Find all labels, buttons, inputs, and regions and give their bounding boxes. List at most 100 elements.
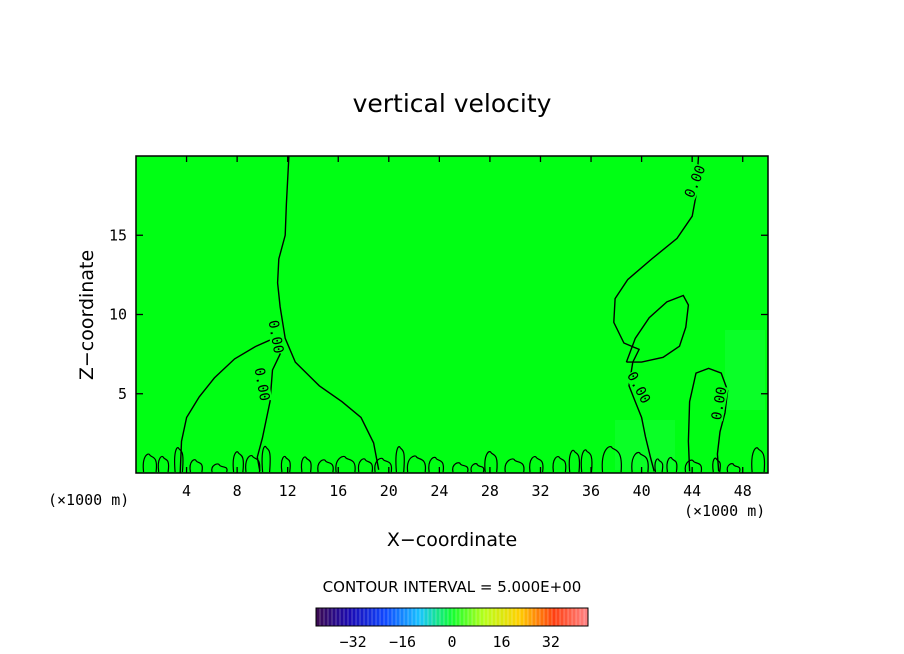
contour-label-bg xyxy=(681,162,708,200)
surface-contour xyxy=(504,458,525,473)
y-tick-label: 15 xyxy=(109,226,127,244)
colorbar-cell xyxy=(328,608,333,626)
colorbar-tick-label: −16 xyxy=(389,633,416,651)
colorbar-cell xyxy=(332,608,337,626)
colorbar-cell xyxy=(492,608,497,626)
surface-contour xyxy=(580,449,593,473)
contour-label-bg xyxy=(252,366,273,403)
colorbar-cell xyxy=(408,608,413,626)
colorbar-cell xyxy=(472,608,477,626)
contour-label: 0.00 xyxy=(709,385,731,421)
surface-contour xyxy=(601,446,622,473)
contour-label-bg xyxy=(624,369,654,406)
colorbar-cell xyxy=(556,608,561,626)
shading-patch xyxy=(615,420,675,470)
x-tick-label: 24 xyxy=(430,482,448,500)
x-axis-label: X−coordinate xyxy=(387,529,517,551)
colorbar-cell xyxy=(488,608,493,626)
surface-contour xyxy=(280,455,291,473)
contour-lines xyxy=(179,155,729,474)
surface-contour xyxy=(300,456,312,473)
surface-contour xyxy=(751,447,766,473)
contour-label: 0.00 xyxy=(251,366,273,402)
contour-line-plume-right-inner xyxy=(625,294,690,363)
surface-contour xyxy=(406,455,427,473)
x-tick-label: 20 xyxy=(380,482,398,500)
colorbar-cell xyxy=(380,608,385,626)
colorbar-cell xyxy=(364,608,369,626)
colorbar-cell xyxy=(420,608,425,626)
colorbar-cell xyxy=(500,608,505,626)
colorbar-cell xyxy=(540,608,545,626)
colorbar-cell xyxy=(336,608,341,626)
colorbar-cell xyxy=(532,608,537,626)
colorbar-cell xyxy=(560,608,565,626)
colorbar-tick-label: 0 xyxy=(447,633,456,651)
colorbar-cell xyxy=(384,608,389,626)
surface-contour xyxy=(552,455,567,473)
surface-contour xyxy=(174,447,184,473)
surface-contour xyxy=(529,455,544,473)
surface-contour xyxy=(142,453,158,473)
surface-contour xyxy=(726,463,741,473)
colorbar-cell xyxy=(576,608,581,626)
contour-line-plume-left-outer xyxy=(276,155,380,470)
surface-contour xyxy=(232,451,244,473)
colorbar-cell xyxy=(400,608,405,626)
surface-contour xyxy=(189,459,203,473)
colorbar-cell xyxy=(388,608,393,626)
colorbar-cell xyxy=(552,608,557,626)
colorbar-cell xyxy=(352,608,357,626)
colorbar-cell xyxy=(480,608,485,626)
colorbar-cell xyxy=(516,608,521,626)
surface-contour xyxy=(666,456,678,473)
colorbar-cell xyxy=(392,608,397,626)
chart-title: vertical velocity xyxy=(353,89,552,118)
surface-contour xyxy=(568,449,581,473)
colorbar-cell xyxy=(356,608,361,626)
surface-contour xyxy=(245,454,261,473)
contour-label-bg xyxy=(708,385,729,422)
colorbar-tick-label: 16 xyxy=(492,633,510,651)
colorbar-frame xyxy=(315,607,589,627)
colorbar-cell xyxy=(444,608,449,626)
colorbar-cell xyxy=(584,608,589,626)
colorbar-cell xyxy=(568,608,573,626)
surface-contour xyxy=(317,459,334,473)
surface-contour xyxy=(211,463,228,473)
x-tick-label: 12 xyxy=(279,482,297,500)
colorbar-cell xyxy=(460,608,465,626)
y-tick-label: 5 xyxy=(118,385,127,403)
colorbar-cell xyxy=(412,608,417,626)
colorbar-cell xyxy=(324,608,329,626)
colorbar-cell xyxy=(512,608,517,626)
colorbar-cell xyxy=(508,608,513,626)
surface-contour xyxy=(452,462,469,473)
colorbar-cell xyxy=(340,608,345,626)
colorbar-tick-label: 32 xyxy=(542,633,560,651)
colorbar-cell xyxy=(580,608,585,626)
surface-contour xyxy=(395,446,405,473)
colorbar-cell xyxy=(432,608,437,626)
x-axis-ticks: 4 8 12 16 20 24 28 32 36 40 44 48 xyxy=(182,156,752,500)
contour-label: 0.00 xyxy=(265,319,287,355)
surface-contours xyxy=(142,445,766,473)
y-axis-label: Z−coordinate xyxy=(76,250,98,380)
colorbar-cell xyxy=(436,608,441,626)
colorbar-caption: CONTOUR INTERVAL = 5.000E+00 xyxy=(323,578,582,596)
colorbar-cell xyxy=(528,608,533,626)
surface-contour xyxy=(484,451,498,473)
colorbar-cell xyxy=(344,608,349,626)
x-tick-label: 28 xyxy=(481,482,499,500)
surface-contour xyxy=(428,456,445,473)
surface-contour xyxy=(157,455,170,473)
colorbar-cell xyxy=(452,608,457,626)
colorbar-cell xyxy=(376,608,381,626)
surface-contour xyxy=(357,458,374,473)
colorbar-cell xyxy=(572,608,577,626)
colorbar-cell xyxy=(404,608,409,626)
x-tick-label: 32 xyxy=(531,482,549,500)
colorbar-cell xyxy=(548,608,553,626)
surface-contour xyxy=(654,458,664,473)
